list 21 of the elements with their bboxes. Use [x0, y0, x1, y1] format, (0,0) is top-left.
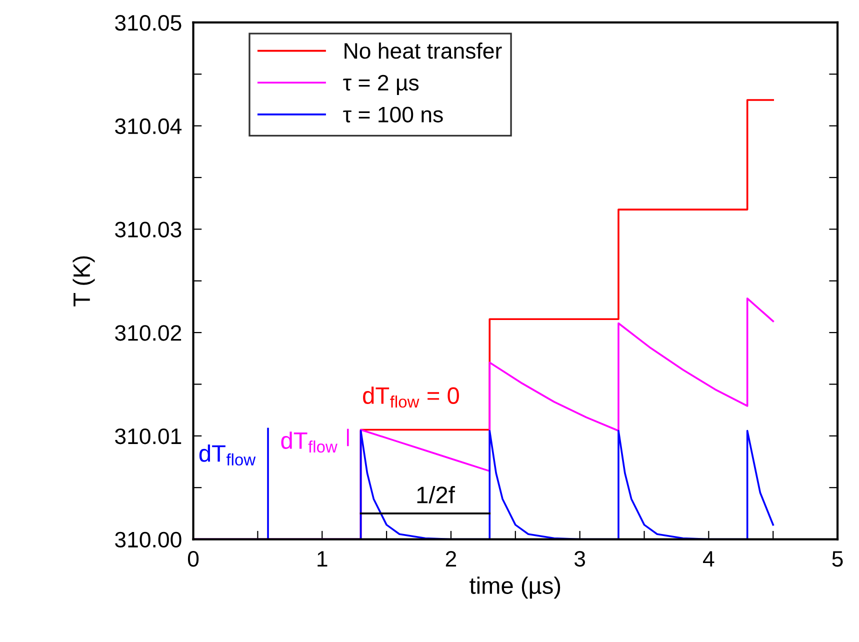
legend-label: τ = 100 ns: [343, 106, 443, 122]
annotation: 1/2f: [417, 486, 455, 504]
annotation: dT$_{flow}$: [281, 432, 338, 453]
y-tick-label: 310.00: [115, 532, 182, 548]
y-tick-label: 310.02: [115, 325, 182, 341]
x-tick-label: 4: [703, 551, 714, 566]
y-tick-label: 310.01: [115, 428, 182, 444]
x-tick-label: 3: [574, 550, 586, 567]
x-tick-label: 5: [832, 551, 843, 567]
annotation: dT$_{flow}$: [199, 444, 256, 466]
x-tick-label: 1: [318, 551, 328, 566]
y-tick-label: 310.05: [115, 15, 182, 31]
y-tick-label: 310.03: [115, 222, 182, 238]
legend-label: No heat transfer: [344, 42, 502, 59]
y-tick-label: 310.04: [115, 118, 182, 134]
x-tick-label: 2: [446, 550, 456, 566]
legend-label: τ = 2 µs: [343, 74, 419, 96]
x-tick-label: 0: [188, 550, 199, 567]
x-axis-title: time (µs): [470, 576, 560, 599]
annotation: dT$_{flow}$ = 0: [363, 386, 459, 408]
y-axis-title: T (K): [72, 256, 95, 306]
